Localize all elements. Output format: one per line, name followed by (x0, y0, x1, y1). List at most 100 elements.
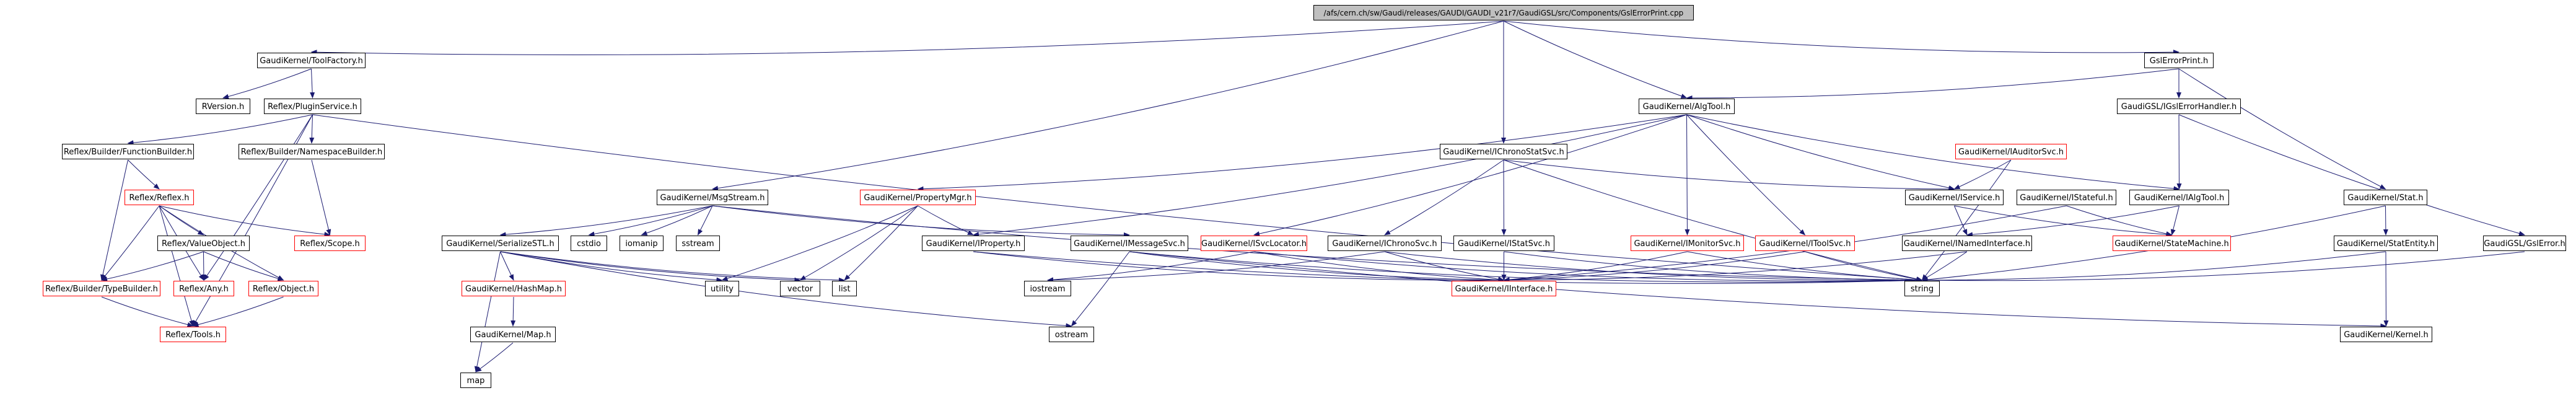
node-algtool[interactable]: GaudiKernel/AlgTool.h (1639, 99, 1735, 114)
node-object[interactable]: Reflex/Object.h (248, 281, 318, 296)
node-list[interactable]: list (832, 281, 857, 296)
edge-msgstream-to-iomanip (641, 205, 713, 236)
node-stat[interactable]: GaudiKernel/Stat.h (2344, 190, 2427, 205)
edge-gslerror-to-string (1921, 251, 2525, 283)
edge-serializestl-to-list (500, 251, 845, 283)
edge-valueobject-to-object (203, 251, 284, 281)
node-any[interactable]: Reflex/Any.h (173, 281, 234, 296)
edge-functionbuilder-to-typebuilder (100, 159, 128, 281)
edge-algtool-to-propertymgr (917, 114, 1687, 192)
edge-msgstream-to-imessagesvc (712, 205, 1130, 237)
edge-isvclocator-to-iinterface (1253, 251, 1505, 283)
edge-algtool-to-imonitorsvc (1684, 114, 1690, 236)
node-istatsvc[interactable]: GaudiKernel/IStatSvc.h (1453, 236, 1554, 251)
node-iauditorsvc[interactable]: GaudiKernel/IAuditorSvc.h (1955, 144, 2067, 159)
edge-typebuilder-to-tools (101, 296, 194, 327)
edge-gslerrorprint-to-algtool (1686, 68, 2180, 101)
node-ialgtool[interactable]: GaudiKernel/IAlgTool.h (2129, 190, 2229, 205)
edge-root-to-toolfactory (310, 20, 1504, 55)
node-isvclocator[interactable]: GaudiKernel/ISvcLocator.h (1201, 236, 1307, 251)
edge-iauditorsvc-to-iservice (1953, 159, 2012, 190)
edge-ialgtool-to-statemachine (2170, 205, 2180, 236)
edge-imonitorsvc-to-string (1687, 251, 1923, 283)
edge-serializestl-to-ostream (500, 251, 1072, 329)
node-iservice[interactable]: GaudiKernel/IService.h (1905, 190, 2004, 205)
node-ostream[interactable]: ostream (1049, 327, 1094, 342)
edge-imessagesvc-to-iinterface (1129, 251, 1505, 283)
edge-gslerrorprint-to-stat (2178, 68, 2386, 190)
node-statentity[interactable]: GaudiKernel/StatEntity.h (2334, 236, 2438, 251)
node-rversion[interactable]: RVersion.h (196, 99, 250, 114)
edge-itoolsvc-to-iinterface (1503, 251, 1805, 283)
edge-pluginservice-to-functionbuilder (127, 114, 313, 146)
edge-imonitorsvc-to-iinterface (1503, 251, 1688, 283)
node-iomanip[interactable]: iomanip (620, 236, 664, 251)
node-root[interactable]: /afs/cern.ch/sw/Gaudi/releases/GAUDI/GAU… (1313, 5, 1694, 20)
edge-ichronostatsvc-to-iservice (1503, 159, 1955, 192)
node-tools[interactable]: Reflex/Tools.h (160, 327, 226, 342)
edge-toolfactory-to-pluginservice (310, 68, 315, 99)
node-igslerrorhandler[interactable]: GaudiGSL/IGslErrorHandler.h (2117, 99, 2241, 114)
edge-reflex-to-typebuilder (101, 205, 160, 281)
edge-isvclocator-to-iostream (1047, 251, 1255, 283)
edge-hashmap-to-map_h (510, 296, 516, 327)
edge-ichronosvc-to-iostream (1047, 251, 1385, 283)
edge-ichronostatsvc-to-ichronosvc (1384, 159, 1504, 236)
edge-imessagesvc-to-ostream (1071, 251, 1130, 327)
edge-itoolsvc-to-string (1805, 251, 1923, 282)
node-namespacebuilder[interactable]: Reflex/Builder/NamespaceBuilder.h (239, 144, 385, 159)
node-map[interactable]: map (460, 373, 491, 388)
edge-propertymgr-to-list (844, 205, 918, 281)
edge-root-to-algtool (1503, 20, 1688, 99)
edge-valueobject-to-typebuilder (101, 251, 204, 281)
node-iproperty[interactable]: GaudiKernel/IProperty.h (922, 236, 1025, 251)
node-scope[interactable]: Reflex/Scope.h (294, 236, 366, 251)
node-map_h[interactable]: GaudiKernel/Map.h (470, 327, 556, 342)
edge-ichronosvc-to-iinterface (1384, 251, 1505, 282)
node-utility[interactable]: utility (705, 281, 739, 296)
edge-algtool-to-iservice (1686, 114, 1955, 190)
edge-igslerrorhandler-to-gslerror (2178, 114, 2525, 236)
node-typebuilder[interactable]: Reflex/Builder/TypeBuilder.h (43, 281, 160, 296)
node-string[interactable]: string (1904, 281, 1940, 296)
edge-map_h-to-map (475, 342, 514, 373)
edge-propertymgr-to-utility (721, 205, 918, 281)
edge-istatsvc-to-string (1504, 251, 1923, 283)
node-cstdio[interactable]: cstdio (571, 236, 607, 251)
node-reflex[interactable]: Reflex/Reflex.h (125, 190, 194, 205)
node-propertymgr[interactable]: GaudiKernel/PropertyMgr.h (860, 190, 976, 205)
node-kernel[interactable]: GaudiKernel/Kernel.h (2340, 327, 2432, 342)
node-itoolsvc[interactable]: GaudiKernel/IToolSvc.h (1755, 236, 1855, 251)
node-imessagesvc[interactable]: GaudiKernel/IMessageSvc.h (1071, 236, 1188, 251)
edge-reflex-to-tools (159, 205, 194, 327)
edge-toolfactory-to-rversion (222, 68, 312, 99)
edge-reflex-to-scope (159, 205, 331, 237)
edge-iproperty-to-iinterface (973, 251, 1505, 283)
node-inamedinterface[interactable]: GaudiKernel/INamedInterface.h (1902, 236, 2032, 251)
node-toolfactory[interactable]: GaudiKernel/ToolFactory.h (257, 53, 366, 68)
node-gslerrorprint[interactable]: GslErrorPrint.h (2144, 53, 2214, 68)
node-iinterface[interactable]: GaudiKernel/IInterface.h (1452, 281, 1556, 296)
node-iostream[interactable]: iostream (1024, 281, 1071, 296)
node-gslerror[interactable]: GaudiGSL/GslError.h (2483, 236, 2566, 251)
edge-istateful-to-statemachine (2066, 205, 2173, 237)
node-valueobject[interactable]: Reflex/ValueObject.h (157, 236, 250, 251)
node-sstream[interactable]: sstream (676, 236, 720, 251)
edge-algtool-to-iproperty (973, 114, 1687, 237)
node-istateful[interactable]: GaudiKernel/IStateful.h (2017, 190, 2116, 205)
edge-iservice-to-inamedinterface (1954, 205, 1968, 236)
edge-serializestl-to-hashmap (500, 251, 514, 281)
node-pluginservice[interactable]: Reflex/PluginService.h (264, 99, 361, 114)
node-statemachine[interactable]: GaudiKernel/StateMachine.h (2113, 236, 2231, 251)
edge-serializestl-to-vector (500, 251, 801, 283)
node-functionbuilder[interactable]: Reflex/Builder/FunctionBuilder.h (62, 144, 194, 159)
node-ichronosvc[interactable]: GaudiKernel/IChronoSvc.h (1328, 236, 1442, 251)
node-msgstream[interactable]: GaudiKernel/MsgStream.h (657, 190, 768, 205)
node-ichronostatsvc[interactable]: GaudiKernel/IChronoStatSvc.h (1440, 144, 1567, 159)
node-vector[interactable]: vector (780, 281, 820, 296)
node-hashmap[interactable]: GaudiKernel/HashMap.h (462, 281, 566, 296)
node-serializestl[interactable]: GaudiKernel/SerializeSTL.h (442, 236, 559, 251)
edge-propertymgr-to-iproperty (918, 205, 974, 236)
node-imonitorsvc[interactable]: GaudiKernel/IMonitorSvc.h (1631, 236, 1744, 251)
